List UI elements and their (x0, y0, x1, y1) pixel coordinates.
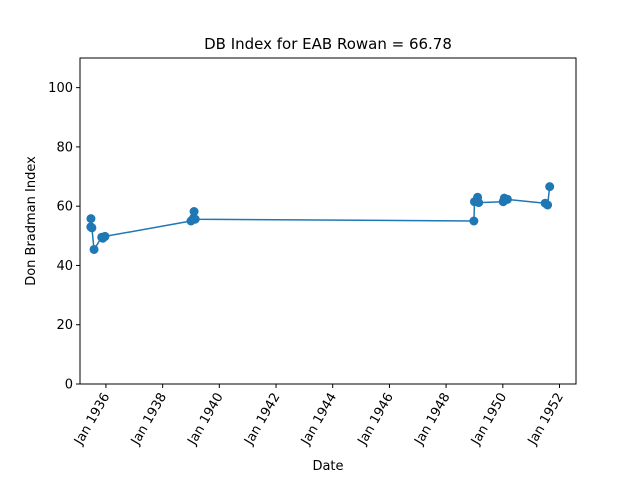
data-point (543, 200, 553, 210)
y-tick-label: 0 (65, 378, 73, 393)
data-point (190, 214, 200, 224)
data-point (87, 223, 97, 233)
data-point (502, 194, 512, 204)
chart-title: DB Index for EAB Rowan = 66.78 (204, 35, 452, 53)
data-point (469, 216, 479, 226)
data-point (545, 182, 555, 192)
y-tick-label: 60 (56, 200, 73, 215)
data-point (474, 198, 484, 208)
y-axis: 0 20 40 60 80 100 (48, 81, 80, 393)
x-axis-label: Date (312, 459, 343, 474)
data-point (89, 244, 99, 254)
y-tick-label: 20 (56, 318, 73, 333)
plot-frame (79, 57, 577, 385)
y-tick-label: 100 (48, 81, 73, 96)
y-tick-label: 80 (56, 140, 73, 155)
plot-area (86, 182, 555, 254)
data-point (189, 207, 199, 217)
y-axis-label: Don Bradman Index (24, 156, 39, 286)
data-point (100, 231, 110, 241)
data-point (86, 214, 96, 224)
y-tick-label: 40 (56, 259, 73, 274)
